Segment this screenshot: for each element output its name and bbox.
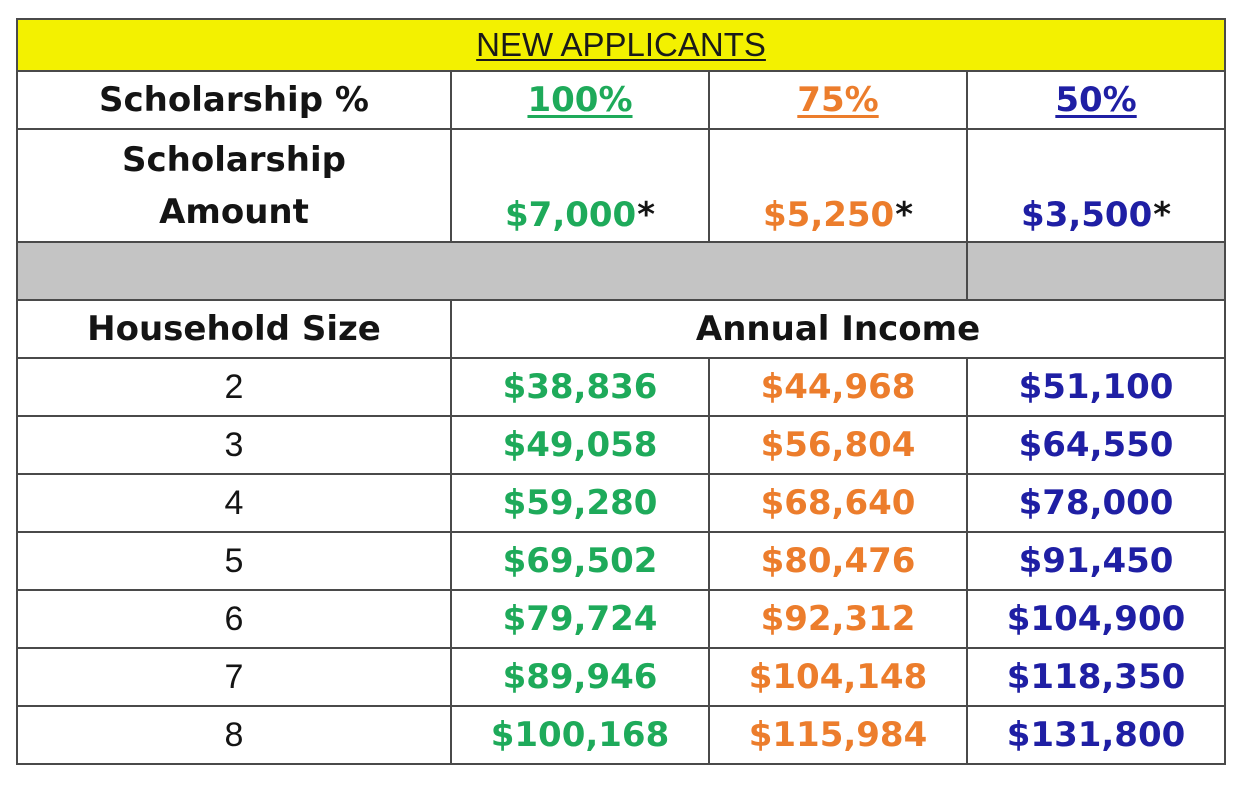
tier-75-pct: 75% [708,70,968,130]
table-row: 5 $69,502 $80,476 $91,450 [16,531,1227,591]
table-title: NEW APPLICANTS [15,18,1227,72]
table-row: 4 $59,280 $68,640 $78,000 [16,473,1227,533]
tier-100-amount-cell: $7,000* [450,128,710,243]
household-size-header: Household Size [16,299,452,359]
household-size-cell: 8 [16,705,452,765]
tier-75-income-cell: $92,312 [708,589,968,649]
tier-50-income-cell: $64,550 [965,415,1227,475]
scholarship-income-table: NEW APPLICANTS Scholarship % 100% 75% 50… [15,18,1227,765]
tier-50-income-cell: $104,900 [965,589,1227,649]
household-size-cell: 7 [16,647,452,707]
household-size-cell: 4 [16,473,452,533]
tier-50-amount-cell: $3,500* [965,128,1227,243]
separator-band [16,241,968,301]
tier-100-pct: 100% [450,70,710,130]
household-size-cell: 2 [16,357,452,417]
tier-100-income-cell: $69,502 [450,531,710,591]
table-row: 8 $100,168 $115,984 $131,800 [16,705,1227,765]
tier-50-income-cell: $131,800 [965,705,1227,765]
tier-50-pct: 50% [965,70,1227,130]
tier-75-income-cell: $56,804 [708,415,968,475]
tier-75-income-cell: $104,148 [708,647,968,707]
table-row: 2 $38,836 $44,968 $51,100 [16,357,1227,417]
scholarship-amount-label-line2: Amount [159,191,309,232]
tier-50-income-cell: $51,100 [965,357,1227,417]
footnote-marker: * [895,195,913,235]
table-row: 6 $79,724 $92,312 $104,900 [16,589,1227,649]
footnote-marker: * [1153,195,1172,235]
annual-income-header: Annual Income [449,299,1227,359]
tier-100-income-cell: $49,058 [450,415,710,475]
separator-band-end [965,241,1227,301]
tier-100-income-cell: $89,946 [450,647,710,707]
tier-75-amount: $5,250 [763,195,895,235]
tier-100-income-cell: $79,724 [450,589,710,649]
footnote-marker: * [637,195,655,235]
tier-75-income-cell: $68,640 [708,473,968,533]
income-rows: 2 $38,836 $44,968 $51,100 3 $49,058 $56,804 $64… [16,357,1227,765]
tier-100-amount: $7,000 [505,195,637,235]
tier-75-income-cell: $44,968 [708,357,968,417]
household-size-cell: 5 [16,531,452,591]
scholarship-pct-label: Scholarship % [16,70,452,130]
tier-50-income-cell: $91,450 [965,531,1227,591]
household-size-cell: 6 [16,589,452,649]
tier-50-income-cell: $118,350 [965,647,1227,707]
tier-100-income-cell: $59,280 [450,473,710,533]
scholarship-amount-label: Scholarship Amount [16,128,452,243]
tier-100-income-cell: $100,168 [450,705,710,765]
tier-100-income-cell: $38,836 [450,357,710,417]
tier-75-income-cell: $80,476 [708,531,968,591]
table-row: 7 $89,946 $104,148 $118,350 [16,647,1227,707]
scholarship-amount-label-line1: Scholarship [121,139,346,180]
tier-50-amount: $3,500 [1021,195,1153,235]
tier-50-income-cell: $78,000 [965,473,1227,533]
tier-75-amount-cell: $5,250* [708,128,968,243]
tier-75-income-cell: $115,984 [708,705,968,765]
table-row: 3 $49,058 $56,804 $64,550 [16,415,1227,475]
household-size-cell: 3 [16,415,452,475]
